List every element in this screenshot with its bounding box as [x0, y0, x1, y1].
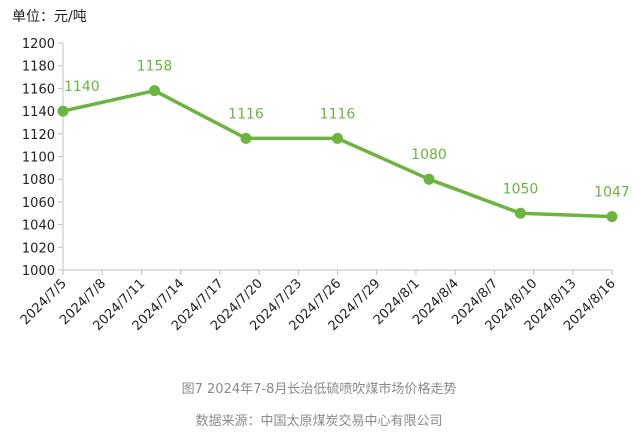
y-tick-label: 1080 — [22, 173, 55, 188]
axes — [62, 43, 612, 271]
data-point — [149, 85, 160, 97]
data-point — [332, 132, 343, 144]
y-tick-label: 1120 — [22, 128, 55, 143]
data-label: 1116 — [320, 106, 356, 122]
x-axis-ticks: 2024/7/52024/7/82024/7/112024/7/142024/7… — [18, 270, 619, 334]
y-tick-label: 1060 — [22, 196, 55, 211]
data-point — [515, 207, 526, 219]
data-labels: 1140 1158 1116 1116 1080 1050 1047 — [64, 59, 630, 201]
y-tick-label: 1200 — [22, 37, 55, 52]
data-point — [423, 173, 435, 185]
source-note: 数据来源：中国太原煤炭交易中心有限公司 — [195, 414, 443, 429]
y-tick-label: 1000 — [22, 264, 55, 279]
unit-label: 单位：元/吨 — [12, 9, 87, 25]
data-point — [57, 105, 69, 117]
data-point — [240, 132, 252, 144]
price-line-chart: 1000 1020 1040 1060 1080 1100 1120 1140 1160 1180… — [18, 37, 630, 334]
y-tick-label: 1100 — [22, 151, 55, 166]
data-label: 1050 — [503, 181, 539, 197]
data-label: 1080 — [411, 147, 447, 163]
price-series — [57, 85, 618, 223]
data-label: 1158 — [137, 59, 173, 75]
y-tick-label: 1040 — [22, 219, 55, 234]
y-tick-label: 1140 — [22, 105, 55, 120]
data-point — [606, 211, 618, 223]
data-label: 1047 — [594, 185, 630, 201]
y-tick-label: 1160 — [22, 82, 55, 97]
figure-caption: 图7 2024年7-8月长治低硫喷吹煤市场价格走势 — [181, 382, 457, 397]
data-label: 1116 — [228, 106, 264, 122]
y-tick-label: 1020 — [22, 241, 55, 256]
data-label: 1140 — [64, 79, 100, 95]
y-axis-ticks: 1000 1020 1040 1060 1080 1100 1120 1140 1160 1180… — [22, 37, 63, 279]
y-tick-label: 1180 — [22, 60, 55, 75]
